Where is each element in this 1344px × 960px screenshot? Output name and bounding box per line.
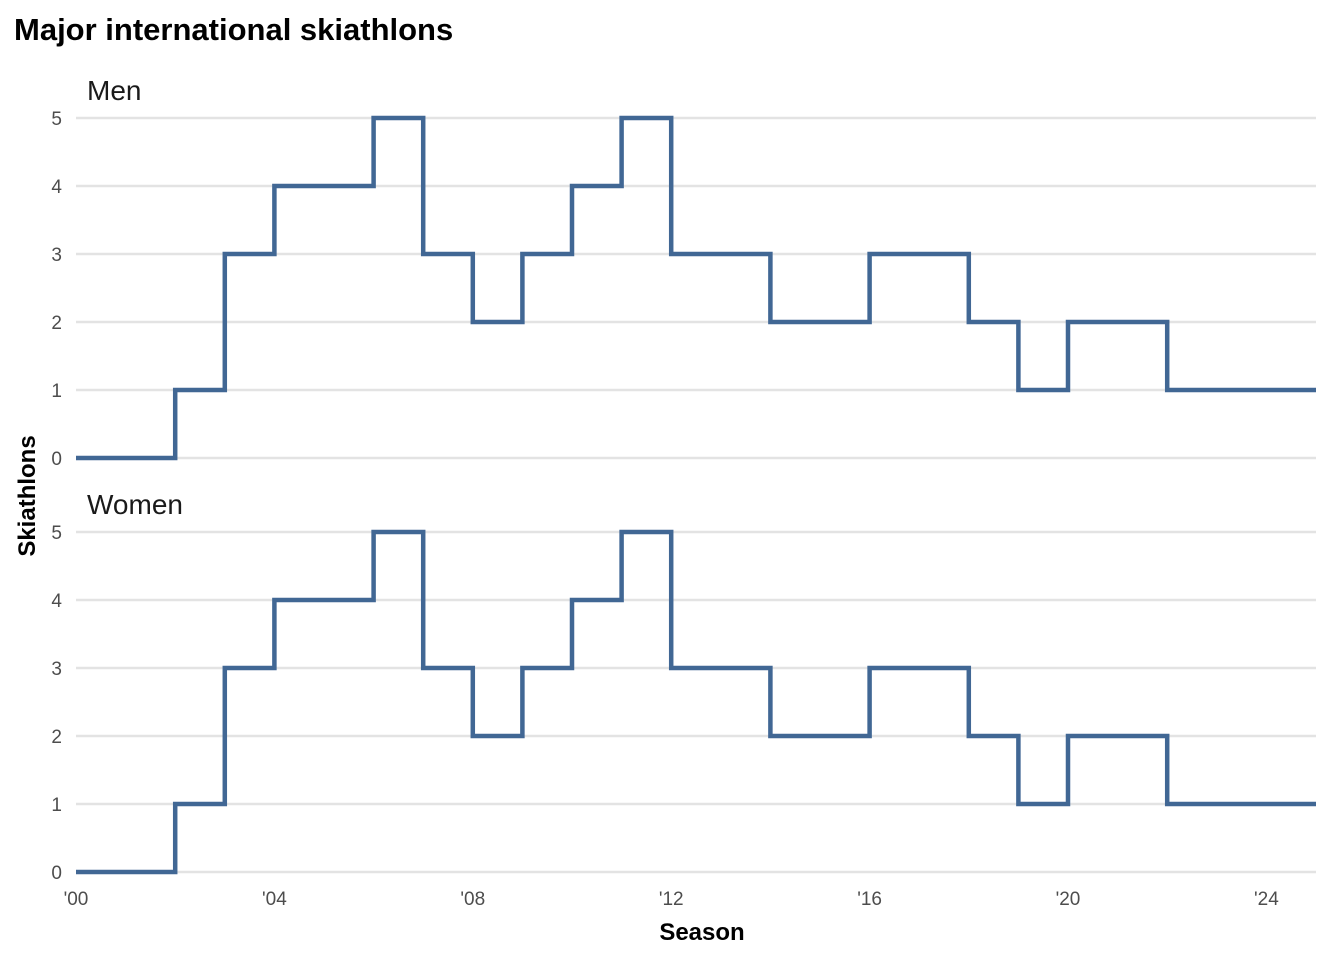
x-tick-label: '16: [857, 889, 882, 910]
x-tick-label: '08: [460, 889, 485, 910]
panel-label: Men: [87, 75, 141, 106]
y-tick-label: 2: [51, 313, 62, 334]
panel-men: 0 1 2 3 4 5 Men: [51, 75, 1316, 470]
step-line-men: [76, 115, 1316, 461]
x-tick-label: '00: [64, 889, 89, 910]
y-tick-label: 1: [51, 381, 62, 402]
y-tick-label: 5: [51, 109, 62, 130]
step-line-women: [76, 529, 1316, 875]
y-tick-label: 3: [51, 245, 62, 266]
panel-women: 0 1 2 3 4 5 Women: [51, 489, 1316, 884]
panel-label: Women: [87, 489, 183, 520]
y-axis-title: Skiathlons: [14, 435, 41, 556]
y-tick-label: 4: [51, 177, 62, 198]
chart-title: Major international skiathlons: [14, 12, 453, 47]
x-tick-label: '20: [1056, 889, 1081, 910]
x-tick-label: '04: [262, 889, 287, 910]
x-tick-labels: '00 '04 '08 '12 '16 '20 '24: [64, 889, 1280, 910]
y-tick-label: 2: [51, 727, 62, 748]
x-tick-label: '12: [659, 889, 684, 910]
y-tick-label: 5: [51, 523, 62, 544]
y-tick-label: 1: [51, 795, 62, 816]
y-tick-label: 3: [51, 659, 62, 680]
y-tick-label: 0: [51, 449, 62, 470]
x-axis-title: Season: [659, 919, 744, 946]
x-tick-label: '24: [1254, 889, 1279, 910]
y-tick-label: 0: [51, 863, 62, 884]
panels-group: 0 1 2 3 4 5 Men 0 1 2 3 4 5 Women: [51, 75, 1316, 884]
y-tick-label: 4: [51, 591, 62, 612]
